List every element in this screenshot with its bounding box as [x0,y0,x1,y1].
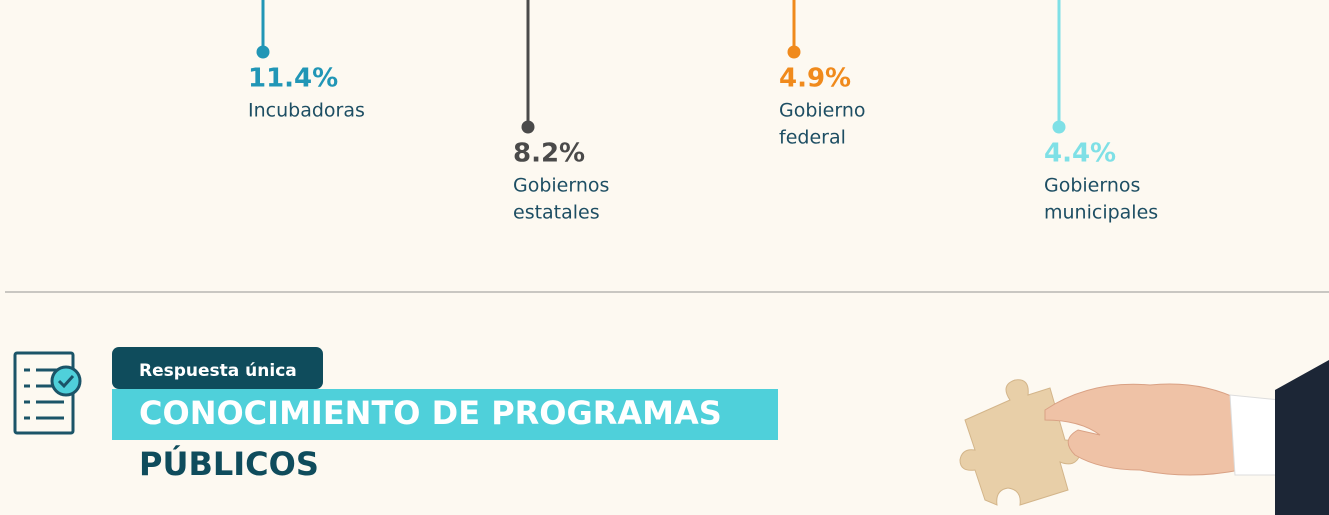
stem-dot [257,46,270,59]
item-label: Incubadoras [248,100,365,122]
infographic: Respuesta única CONOCIMIENTO DE PROGRAMA… [0,0,1329,515]
item-label: federal [779,127,846,149]
percentage: 4.9% [779,64,851,94]
stem-dot [522,121,535,134]
item-label: Gobiernos [513,175,609,197]
percentage: 4.4% [1044,139,1116,169]
tag: Respuesta única [139,361,297,381]
percentage: 11.4% [248,64,338,94]
item-label: estatales [513,202,600,224]
percentage: 8.2% [513,139,585,169]
section-title: PÚBLICOS [139,444,319,483]
stem-dot [788,46,801,59]
item-label: municipales [1044,202,1158,224]
section-title: CONOCIMIENTO DE PROGRAMAS [139,394,722,432]
item-label: Gobiernos [1044,175,1140,197]
stem-dot [1053,121,1066,134]
item-label: Gobierno [779,100,866,122]
